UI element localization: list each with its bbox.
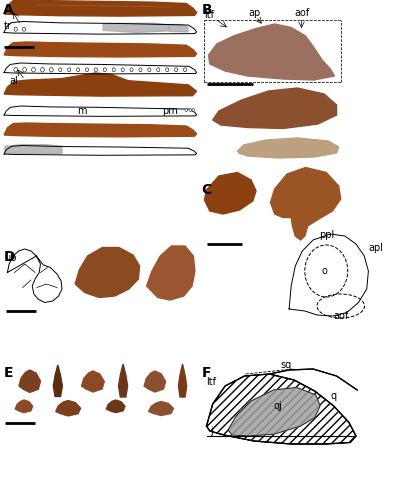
Text: B: B: [202, 2, 212, 16]
Circle shape: [59, 68, 62, 71]
Polygon shape: [206, 374, 356, 444]
Polygon shape: [75, 248, 140, 298]
Polygon shape: [228, 388, 320, 436]
Polygon shape: [4, 22, 197, 34]
Circle shape: [14, 68, 17, 72]
Circle shape: [183, 68, 187, 71]
Polygon shape: [178, 364, 187, 397]
Polygon shape: [4, 42, 197, 57]
Polygon shape: [206, 374, 356, 444]
Polygon shape: [4, 0, 197, 16]
Text: aof: aof: [333, 311, 348, 321]
Circle shape: [76, 68, 80, 71]
Circle shape: [166, 68, 169, 71]
Circle shape: [23, 68, 26, 72]
Text: q: q: [330, 391, 337, 401]
Circle shape: [50, 68, 53, 72]
Polygon shape: [213, 88, 337, 128]
Text: j: j: [211, 426, 214, 436]
Circle shape: [148, 68, 151, 71]
Circle shape: [139, 68, 142, 71]
Polygon shape: [237, 138, 339, 158]
Polygon shape: [4, 106, 197, 117]
Text: ppl: ppl: [320, 230, 335, 239]
Polygon shape: [149, 402, 173, 415]
Text: ap: ap: [249, 8, 261, 18]
Text: A: A: [3, 2, 14, 16]
Polygon shape: [53, 365, 62, 396]
Polygon shape: [107, 400, 125, 412]
Circle shape: [192, 108, 195, 112]
Text: qj: qj: [273, 401, 282, 411]
Circle shape: [68, 68, 71, 71]
Polygon shape: [144, 371, 166, 392]
Text: ltf: ltf: [204, 10, 214, 20]
Circle shape: [189, 108, 192, 112]
Polygon shape: [4, 63, 197, 74]
Text: m: m: [77, 106, 87, 116]
Circle shape: [121, 68, 124, 71]
Polygon shape: [228, 388, 320, 436]
Circle shape: [157, 68, 160, 71]
Text: tr: tr: [4, 21, 12, 31]
Circle shape: [94, 68, 97, 71]
Circle shape: [40, 68, 44, 72]
Text: aof: aof: [294, 8, 309, 18]
Text: E: E: [3, 366, 13, 380]
Text: al: al: [9, 76, 18, 86]
Polygon shape: [4, 73, 197, 96]
Polygon shape: [19, 370, 40, 392]
Polygon shape: [209, 24, 335, 80]
Polygon shape: [271, 168, 341, 240]
Polygon shape: [82, 371, 104, 392]
Polygon shape: [103, 23, 169, 32]
Circle shape: [103, 68, 107, 71]
Circle shape: [14, 27, 17, 31]
Polygon shape: [56, 400, 81, 416]
Text: D: D: [3, 250, 15, 264]
Circle shape: [175, 68, 178, 71]
Text: o: o: [322, 266, 328, 276]
Circle shape: [22, 27, 26, 31]
Polygon shape: [204, 172, 256, 214]
Text: F: F: [202, 366, 211, 380]
Text: C: C: [202, 182, 212, 196]
Text: ub: ub: [4, 253, 17, 263]
Polygon shape: [119, 364, 128, 397]
Circle shape: [85, 68, 88, 71]
Circle shape: [130, 68, 133, 71]
Polygon shape: [7, 249, 62, 302]
Polygon shape: [169, 24, 188, 32]
Polygon shape: [289, 234, 368, 316]
Polygon shape: [5, 144, 62, 154]
Circle shape: [185, 108, 188, 112]
Circle shape: [32, 68, 36, 72]
Polygon shape: [15, 400, 33, 412]
Text: ltf: ltf: [206, 377, 216, 387]
Text: apl: apl: [368, 243, 383, 253]
Text: pm: pm: [162, 106, 178, 116]
Polygon shape: [147, 246, 195, 300]
Polygon shape: [4, 123, 197, 137]
Polygon shape: [4, 146, 197, 156]
Circle shape: [112, 68, 115, 71]
Text: sq: sq: [280, 360, 291, 370]
